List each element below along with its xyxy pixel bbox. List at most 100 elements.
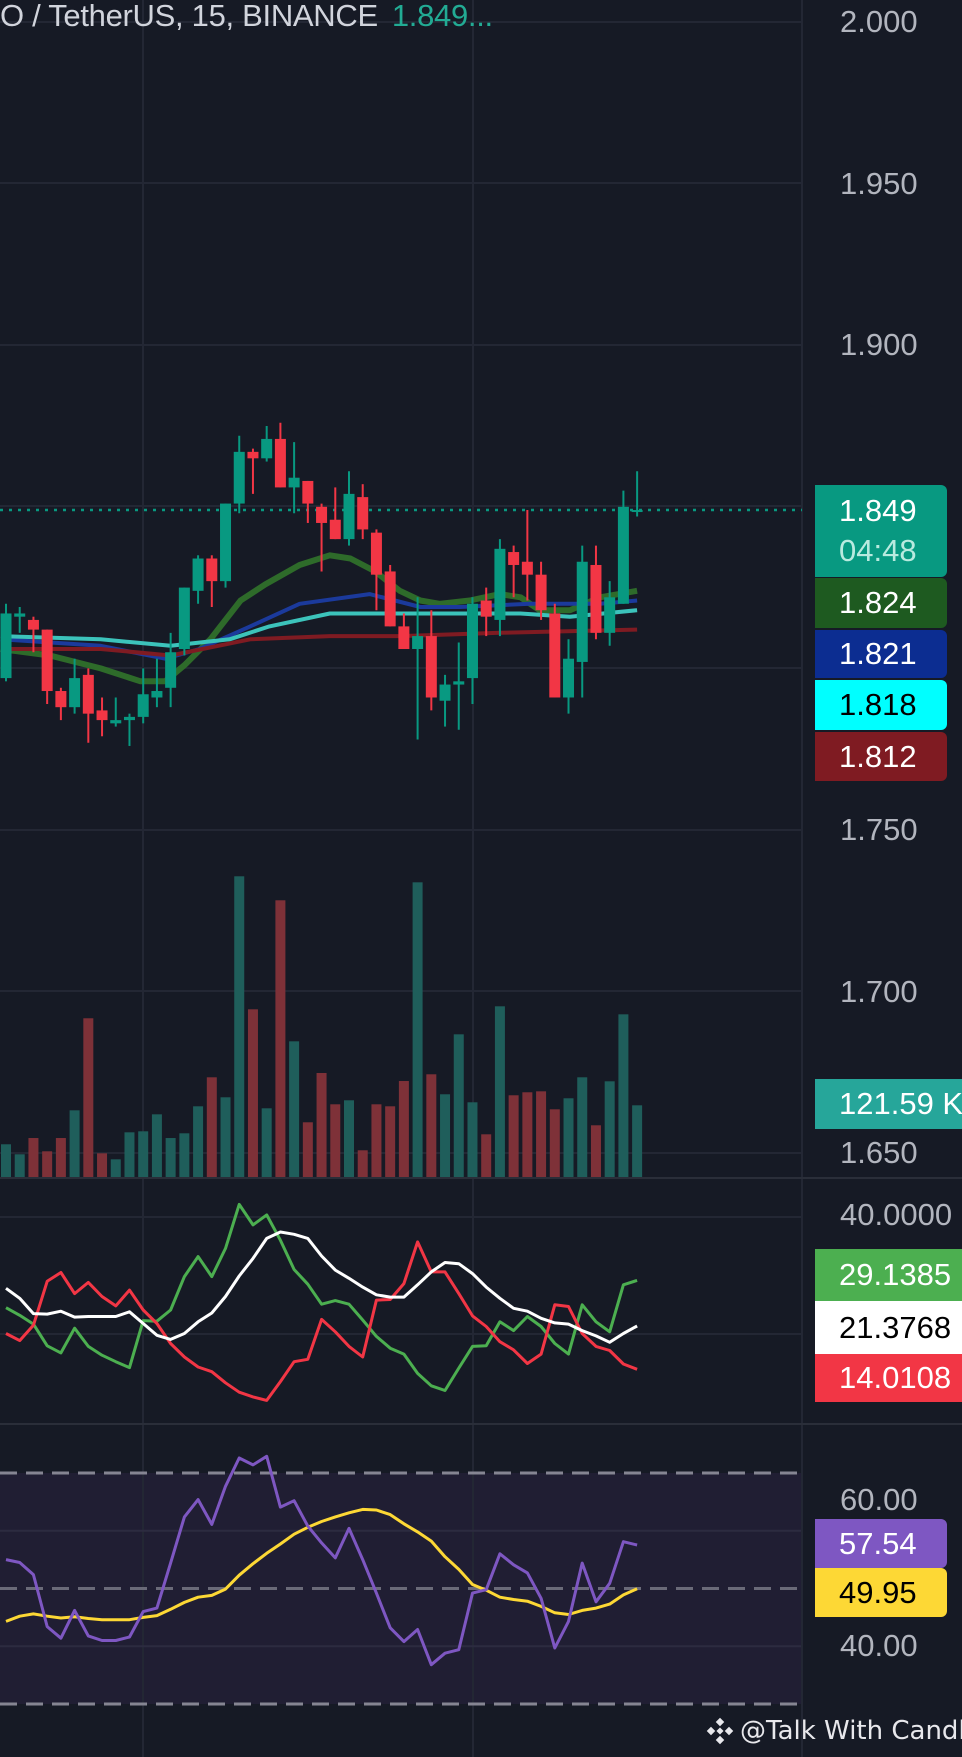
volume-bar [302,1122,313,1177]
candle [192,555,204,604]
candle [384,564,396,627]
adx-label: 21.3768 [815,1301,962,1354]
candle [398,613,410,650]
price-axis-tick: 1.700 [840,973,918,1009]
moving-average-line [0,608,638,648]
candle [247,448,259,494]
candle-body [549,613,561,698]
volume-bar [494,1006,505,1177]
candle [316,503,328,572]
candle [453,642,465,730]
candle [178,587,190,656]
volume-bar [330,1104,341,1177]
moving-average-line [0,627,638,658]
volume-bar [481,1134,492,1177]
volume-bar [55,1138,66,1177]
plus-di-line [5,1202,638,1392]
rsi-label: 57.54 [815,1519,947,1568]
candle-body [604,597,616,633]
candle [508,545,520,598]
candle-body [274,438,286,488]
volume-bar [275,900,286,1177]
last-price-value: 1.849 [839,493,917,528]
last-price-label: 1.849 04:48 [815,485,947,577]
volume-bar [453,1034,464,1177]
candle-body [288,477,300,488]
volume-bar [28,1138,39,1177]
candle [604,581,616,646]
volume-bar [1,1144,11,1177]
volume-bar [536,1091,547,1177]
watermark: @Talk With Candle [706,1716,962,1746]
volume-bar [220,1097,231,1177]
candle [480,587,492,637]
rsi-ma-label: 49.95 [815,1568,947,1617]
candle-body [563,658,575,698]
volume-bar [604,1081,615,1177]
candle [27,616,39,653]
volume-bar [371,1104,382,1177]
header-last-price: 1.849... [391,0,493,33]
volume-bar [151,1114,162,1177]
minus-di-label: 14.0108 [815,1354,962,1402]
candle-body [453,681,465,685]
candle [41,629,53,704]
candle-body [412,636,424,650]
candle [123,713,135,746]
volume-bar [165,1138,176,1177]
rsi-axis-tick: 60.00 [840,1482,918,1517]
price-axis-tick: 2.000 [840,4,918,39]
candle-body [82,674,94,714]
candle-body [110,720,122,724]
candle-body [247,451,259,459]
candle-body [508,552,520,565]
candle [206,555,218,607]
dmi-axis-tick: 40.0000 [840,1196,953,1232]
volume-bar [289,1041,300,1177]
adx-line [5,1230,638,1344]
candle-body [617,506,629,604]
candle-body [69,678,81,708]
symbol-name: O / TetherUS, 15, BINANCE [0,0,378,33]
candle [55,687,67,721]
candle-body [96,710,108,721]
volume-bar [398,1081,409,1177]
ma-label-navy: 1.821 [815,630,947,678]
candle-body [206,558,218,582]
candle [14,606,26,633]
candle-body [466,603,478,679]
candle [521,510,533,601]
volume-bar [563,1098,574,1177]
candle [96,697,108,737]
candle [439,674,451,727]
volume-bar [522,1092,533,1177]
volume-bar [632,1105,643,1177]
candle-body [151,691,163,698]
volume-bar [426,1074,437,1177]
volume-bar [124,1132,135,1177]
candle [590,545,602,640]
candle [563,639,575,714]
volume-bar [247,1009,258,1177]
candle-body [302,480,314,504]
candle [233,435,245,514]
candle [494,539,506,637]
candle [466,597,478,704]
candle-body [27,619,39,630]
ma-label-cyan: 1.818 [815,680,947,730]
candle [329,487,341,540]
volume-bar [42,1151,53,1177]
candle-body [631,510,643,513]
candle-body [343,493,355,540]
candle-body [41,629,53,692]
candle [137,668,149,724]
candle-body [329,519,341,540]
candle [69,658,81,714]
candle-body [480,600,492,617]
symbol-title[interactable]: O / TetherUS, 15, BINANCE 1.849... [0,0,493,34]
candle-body [590,564,602,633]
binance-logo-icon [706,1717,734,1745]
volume-bar [69,1110,80,1177]
